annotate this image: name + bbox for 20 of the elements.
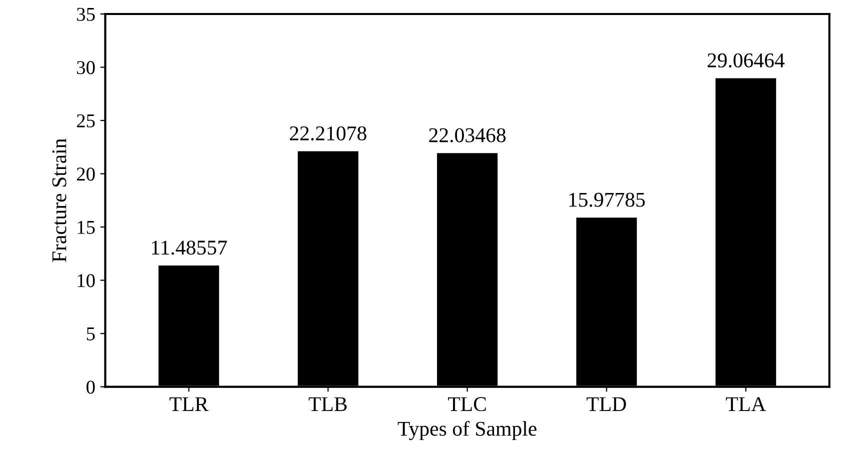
y-tick-label: 5 [86, 328, 95, 340]
x-tick-label: TLD [586, 397, 626, 411]
y-tick-label: 15 [78, 220, 95, 234]
y-tick-label: 25 [76, 114, 95, 128]
data-label: 15.97785 [569, 192, 645, 207]
y-tick-label: 20 [76, 168, 95, 181]
data-label: 22.03468 [429, 128, 506, 142]
x-tick-label: TLB [308, 397, 347, 412]
y-tick-label: 35 [77, 8, 95, 21]
data-label: 22.21078 [290, 126, 366, 141]
data-label: 11.48557 [152, 240, 227, 255]
y-tick-label: 10 [78, 274, 95, 288]
data-label: 29.06464 [708, 53, 785, 68]
x-axis-title: Types of Sample [398, 420, 536, 440]
y-tick-label: 0 [86, 380, 95, 394]
x-tick-label: TLA [726, 397, 766, 411]
y-axis-title: Fracture Strain [52, 138, 66, 262]
x-tick-label: TLC [448, 397, 486, 412]
y-tick-label: 30 [77, 61, 95, 74]
x-tick-label: TLR [170, 397, 208, 411]
